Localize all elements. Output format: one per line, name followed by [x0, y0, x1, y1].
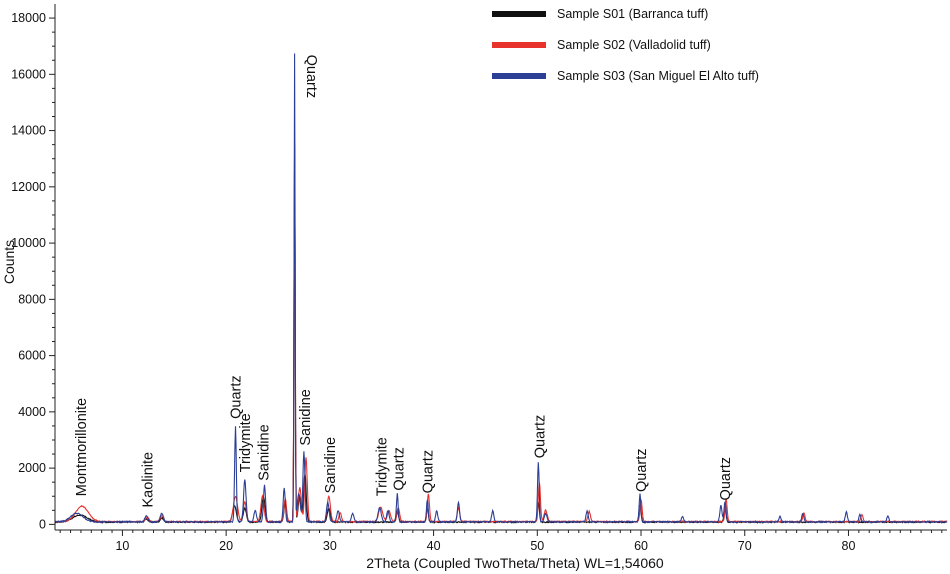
x-tick-label: 50	[530, 539, 544, 553]
legend-swatch	[492, 42, 546, 48]
annotation-label: Montmorillonite	[74, 398, 90, 496]
annotation-label: Quartz	[420, 450, 436, 494]
series-line-2	[54, 144, 948, 524]
annotation-label: Quartz	[228, 375, 244, 419]
y-tick-label: 2000	[18, 461, 46, 475]
legend: Sample S01 (Barranca tuff) Sample S02 (Va…	[492, 7, 759, 83]
y-axis-label: Counts	[1, 240, 17, 284]
annotation-label: Sanidine	[298, 389, 314, 445]
y-tick-label: 0	[39, 517, 46, 531]
y-tick-label: 18000	[11, 11, 46, 25]
series-lines	[54, 53, 948, 524]
y-tick-label: 8000	[18, 292, 46, 306]
y-tick-label: 12000	[11, 180, 46, 194]
axes	[49, 4, 947, 536]
x-tick-label: 30	[323, 539, 337, 553]
x-tick-label: 10	[115, 539, 129, 553]
y-tick-label: 6000	[18, 349, 46, 363]
x-tick-label: 80	[842, 539, 856, 553]
annotation-label: Kaolinite	[140, 452, 156, 508]
x-axis-label: 2Theta (Coupled TwoTheta/Theta) WL=1,540…	[366, 555, 664, 571]
legend-label: Sample S02 (Valladolid tuff)	[557, 38, 711, 52]
legend-label: Sample S03 (San Miguel El Alto tuff)	[557, 69, 759, 83]
y-tick-label: 10000	[11, 236, 46, 250]
annotation-label: Quartz	[391, 447, 407, 491]
y-tick-label: 14000	[11, 124, 46, 138]
x-tick-label: 40	[427, 539, 441, 553]
annotation-label: Tridymite	[238, 413, 254, 472]
y-tick-label: 4000	[18, 405, 46, 419]
x-tick-label: 70	[738, 539, 752, 553]
series-line-3	[54, 53, 948, 524]
legend-label: Sample S01 (Barranca tuff)	[557, 7, 708, 21]
annotation-label: Quartz	[634, 449, 650, 493]
legend-swatch	[492, 73, 546, 79]
x-tick-label: 60	[634, 539, 648, 553]
x-tick-label: 20	[219, 539, 233, 553]
tick-labels: 0 2000 4000 6000 8000 10000 12000 14000 16000 180…	[11, 11, 855, 553]
annotation-label: Sanidine	[323, 437, 339, 493]
annotation-label: Quartz	[303, 55, 319, 99]
annotation-label: Quartz	[532, 415, 548, 459]
y-tick-label: 16000	[11, 67, 46, 81]
series-line-1	[54, 147, 948, 524]
annotation-label: Quartz	[718, 457, 734, 501]
legend-swatch	[492, 11, 546, 17]
annotation-label: Tridymite	[375, 437, 391, 496]
annotation-label: Sanidine	[256, 424, 272, 480]
